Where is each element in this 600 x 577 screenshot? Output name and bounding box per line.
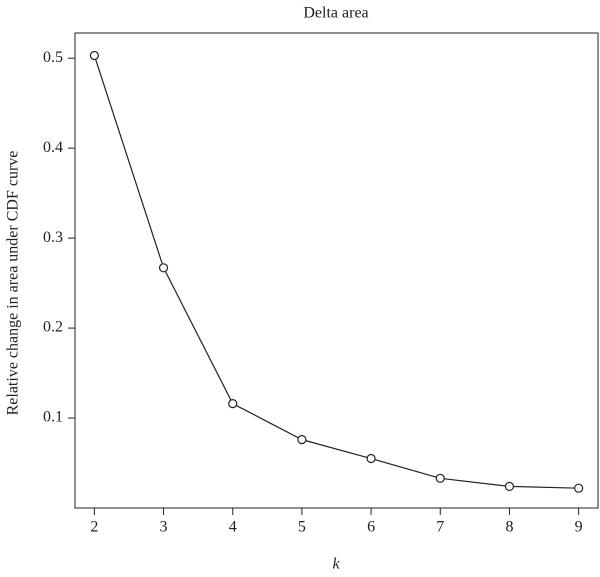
y-tick-label: 0.4	[43, 139, 63, 156]
y-tick-label: 0.1	[43, 409, 63, 426]
point	[435, 473, 445, 483]
x-tick-label: 8	[505, 519, 513, 536]
point	[297, 435, 307, 445]
point	[228, 399, 238, 409]
x-tick-label: 4	[229, 519, 237, 536]
point	[89, 50, 99, 61]
plot-frame	[74, 32, 599, 509]
point	[366, 453, 376, 464]
x-axis-label: k	[332, 556, 340, 573]
x-tick-label: 7	[436, 519, 444, 536]
x-tick-label: 3	[160, 519, 168, 536]
point	[504, 481, 515, 492]
x-tick-label: 2	[90, 519, 98, 536]
y-tick-label: 0.3	[43, 229, 63, 246]
y-tick-label: 0.2	[43, 319, 63, 336]
point	[574, 483, 584, 493]
point	[158, 263, 169, 273]
y-tick-label: 0.5	[43, 49, 63, 66]
x-tick-label: 5	[298, 519, 306, 536]
chart-title: Delta area	[303, 5, 368, 22]
line	[93, 55, 579, 489]
x-tick-label: 9	[575, 519, 583, 536]
x-tick-label: 6	[367, 519, 375, 536]
y-axis-label: Relative change in area under CDF curve	[5, 151, 22, 416]
